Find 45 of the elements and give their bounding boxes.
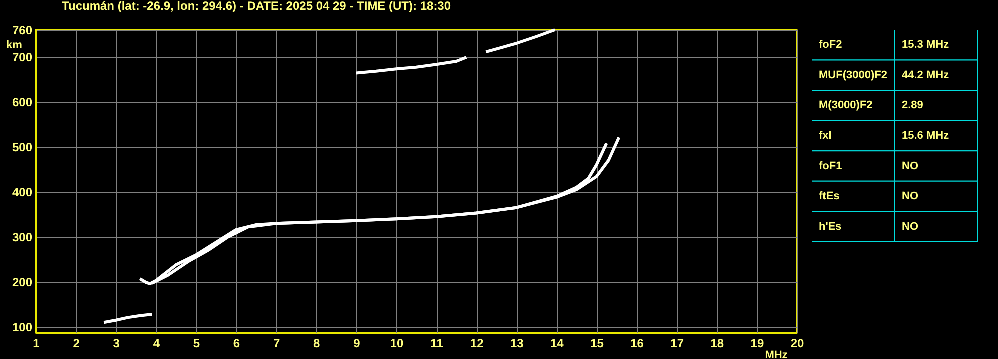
y-tick-label: 760: [12, 24, 33, 38]
x-tick-label: 8: [314, 336, 321, 350]
y-tick-label: 400: [12, 186, 33, 200]
text: foF2: [819, 39, 842, 52]
y-tick-label: 600: [12, 96, 33, 110]
y-tick-label: 100: [12, 320, 33, 335]
text: 15.3 MHz: [902, 39, 950, 52]
y-axis-title: km: [6, 40, 23, 52]
x-tick-label: 14: [550, 336, 564, 350]
text: ftEs: [819, 190, 840, 203]
text: NO: [902, 160, 919, 172]
x-tick-label: 7: [273, 336, 280, 350]
text: 44.2 MHz: [902, 69, 950, 82]
text: foF1: [819, 160, 842, 172]
text: NO: [902, 190, 919, 203]
x-tick-label: 6: [233, 336, 240, 350]
x-tick-label: 12: [470, 336, 484, 350]
x-tick-label: 1: [33, 336, 40, 350]
x-tick-label: 18: [710, 336, 724, 350]
y-tick-label: 700: [12, 50, 33, 65]
text: 15.6 MHz: [902, 130, 950, 142]
x-tick-label: 15: [590, 336, 604, 350]
y-tick-label: 200: [12, 276, 33, 290]
y-tick-label: 500: [12, 140, 33, 155]
text: NO: [902, 220, 919, 233]
x-tick-label: 5: [193, 336, 200, 350]
chart-title: Tucumán (lat: -26.9, lon: 294.6) - DATE: 2025 04 29 - TIME (UT): 18:30: [62, 0, 452, 13]
x-tick-label: 4: [153, 336, 160, 350]
x-tick-label: 2: [73, 336, 80, 350]
y-tick-label: 300: [12, 230, 33, 245]
text: MUF(3000)F2: [819, 69, 888, 82]
x-tick-label: 10: [390, 336, 404, 350]
text: h'Es: [819, 220, 842, 233]
x-axis-title: MHz: [765, 350, 788, 359]
x-tick-label: 11: [430, 336, 444, 350]
x-tick-label: 3: [113, 336, 120, 350]
x-tick-label: 20: [790, 336, 804, 350]
text: fxI: [819, 130, 832, 142]
x-tick-label: 19: [750, 336, 764, 350]
x-tick-label: 16: [630, 336, 644, 350]
x-tick-label: 9: [354, 336, 361, 350]
x-tick-label: 13: [510, 336, 524, 350]
text: 2.89: [902, 100, 924, 112]
text: M(3000)F2: [819, 100, 873, 112]
x-tick-label: 17: [670, 336, 684, 350]
